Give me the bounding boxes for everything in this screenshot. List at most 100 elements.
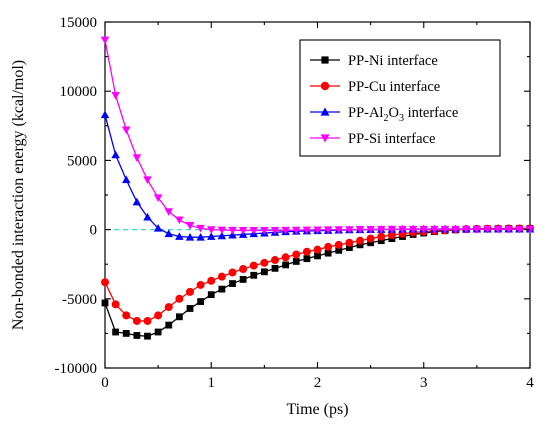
- data-point: [377, 237, 385, 245]
- data-point: [302, 226, 312, 235]
- data-point: [313, 245, 322, 254]
- data-point: [334, 226, 343, 234]
- data-point: [122, 311, 131, 320]
- data-point: [408, 225, 418, 234]
- data-point: [143, 212, 152, 221]
- data-point: [345, 226, 354, 234]
- data-point: [271, 256, 279, 265]
- series-2: [101, 224, 534, 325]
- data-point: [250, 271, 258, 279]
- data-point: [377, 232, 386, 241]
- data-point: [100, 36, 110, 45]
- legend-box: [299, 39, 501, 157]
- data-point: [207, 276, 216, 285]
- data-point: [483, 225, 492, 234]
- data-point: [228, 226, 237, 235]
- data-point: [164, 229, 173, 238]
- data-point: [367, 239, 375, 247]
- data-point: [143, 316, 152, 325]
- x-tick-label: 2: [314, 375, 322, 391]
- data-point: [366, 234, 375, 243]
- data-point: [249, 261, 258, 270]
- data-point: [387, 225, 397, 234]
- data-point: [292, 250, 301, 259]
- legend-marker: [320, 107, 330, 116]
- data-point: [430, 225, 439, 234]
- series-4: [100, 36, 535, 235]
- series-line: [104, 227, 530, 337]
- x-tick-label: 1: [208, 375, 216, 391]
- data-point: [238, 227, 248, 235]
- data-point: [292, 258, 300, 265]
- legend-marker: [321, 56, 329, 64]
- data-point: [101, 299, 109, 307]
- data-point: [345, 238, 354, 247]
- data-point: [323, 226, 333, 234]
- data-point: [207, 226, 216, 234]
- data-point: [164, 208, 173, 216]
- legend-label: PP-Al2O3 interface: [348, 105, 458, 124]
- data-point: [175, 216, 184, 225]
- data-point: [271, 264, 279, 272]
- data-point: [112, 328, 120, 336]
- y-tick-label: -10000: [55, 361, 98, 377]
- y-axis-title: Non-bonded interaction energy (kcal/mol): [10, 60, 27, 330]
- data-point: [228, 230, 237, 239]
- data-point: [419, 225, 428, 234]
- data-point: [377, 225, 386, 234]
- axis-layer: 0 1 2 3 4 -10000 -5000 0 5000 10000 15000: [55, 15, 535, 391]
- data-point: [101, 278, 109, 287]
- data-point: [217, 272, 226, 281]
- data-point: [153, 194, 163, 203]
- data-point: [356, 236, 364, 245]
- data-point: [196, 232, 205, 241]
- data-point: [185, 232, 195, 241]
- data-point: [515, 225, 524, 234]
- data-point: [260, 227, 269, 235]
- x-tick-label: 3: [420, 375, 428, 391]
- data-point: [472, 225, 482, 234]
- data-point: [228, 268, 237, 277]
- data-point: [324, 242, 333, 251]
- data-point: [334, 240, 343, 249]
- x-tick-label: 0: [101, 375, 109, 391]
- data-point: [111, 300, 120, 309]
- data-point: [462, 225, 471, 234]
- data-point: [387, 231, 396, 240]
- data-point: [133, 332, 141, 339]
- data-point: [313, 226, 322, 235]
- data-point: [217, 226, 227, 235]
- data-point: [132, 154, 142, 162]
- legend-item: PP-Si interface: [310, 131, 435, 147]
- data-point: [260, 258, 269, 267]
- legend: PP-Ni interface PP-Cu interface PP-Al2O3 i…: [299, 39, 501, 157]
- x-axis-title: Time (ps): [286, 401, 348, 418]
- data-point: [345, 244, 353, 251]
- data-point: [302, 247, 311, 256]
- series-1: [101, 225, 534, 340]
- y-tick-label: 0: [90, 223, 98, 239]
- data-point: [175, 313, 183, 321]
- series-layer: [100, 36, 535, 340]
- legend-marker: [320, 81, 330, 91]
- data-point: [111, 150, 120, 159]
- x-tick-label: 4: [526, 375, 534, 391]
- data-point: [186, 305, 194, 312]
- data-point: [281, 226, 290, 235]
- data-point: [281, 253, 290, 262]
- legend-label: PP-Cu interface: [348, 79, 440, 95]
- data-point: [111, 91, 120, 100]
- y-tick-label: 15000: [60, 15, 98, 31]
- data-point: [196, 224, 205, 233]
- data-point: [185, 222, 195, 230]
- data-point: [260, 268, 268, 276]
- data-point: [324, 249, 332, 257]
- data-point: [132, 316, 141, 325]
- data-point: [197, 298, 205, 305]
- y-tick-label: 5000: [67, 153, 97, 169]
- data-point: [153, 223, 163, 232]
- data-point: [100, 110, 110, 119]
- data-point: [122, 175, 131, 184]
- data-point: [175, 294, 184, 303]
- data-point: [335, 246, 343, 254]
